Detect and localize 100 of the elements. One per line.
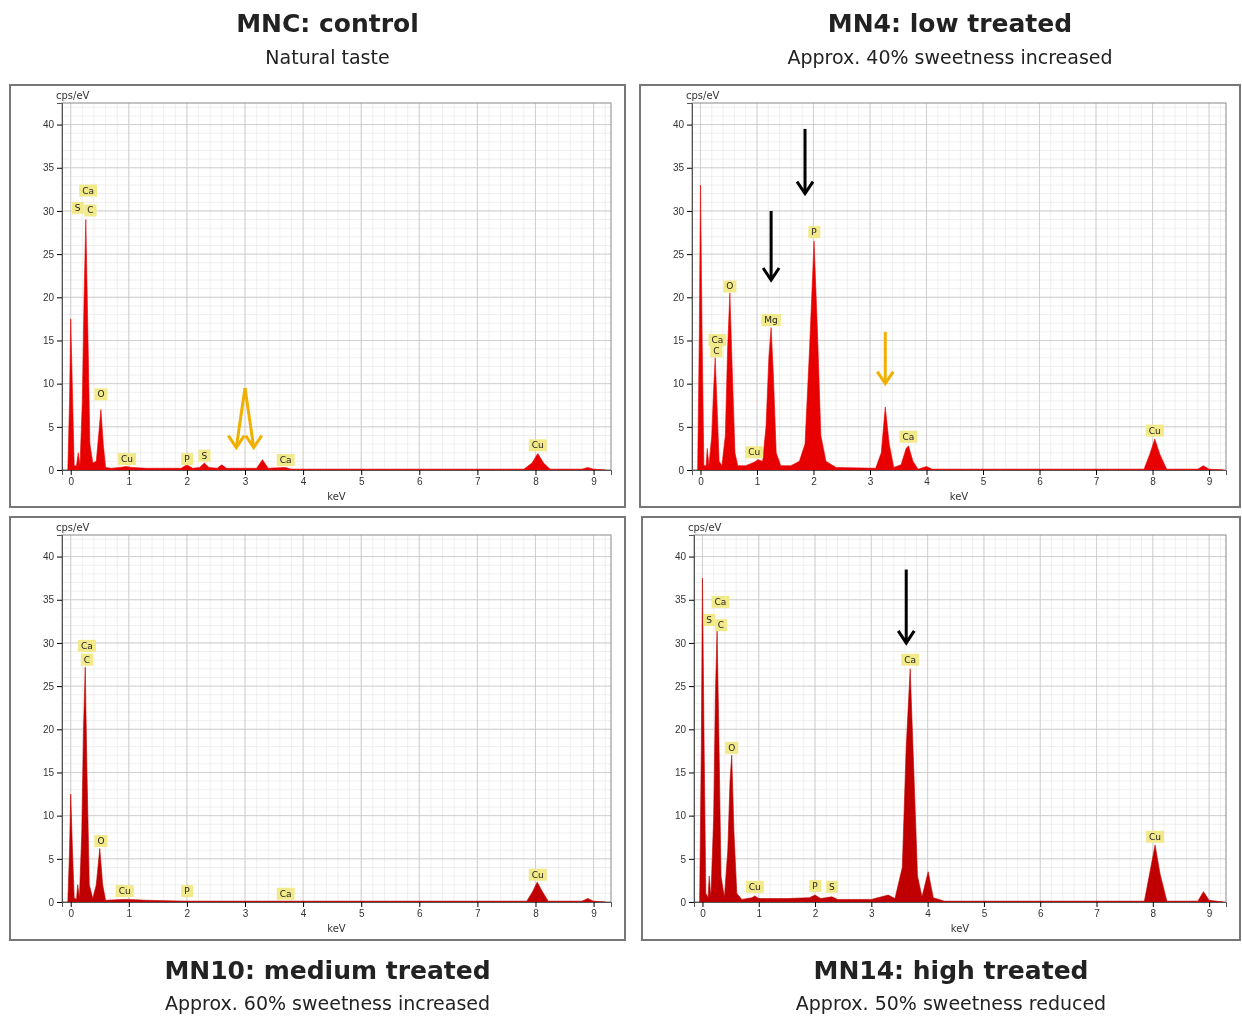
x-tick-label: 6 [1037,908,1044,920]
x-tick-label: 4 [925,908,932,920]
annotation: Cu [531,869,544,880]
x-axis-title: keV [949,491,969,502]
y-tick-label: 35 [42,594,55,606]
annotation: Cu [121,454,134,465]
chart-subtitle: Natural taste [265,45,390,68]
y-axis-title: cps/eV [686,90,720,101]
annotation: Mg [764,315,778,326]
x-tick-label: 9 [591,908,598,920]
x-tick-label: 7 [475,476,482,488]
y-tick-label: 30 [42,205,55,217]
y-tick-label: 10 [42,810,55,822]
y-tick-label: 20 [674,723,687,735]
y-tick-label: 10 [674,810,687,822]
y-tick-label: 25 [674,680,687,692]
y-tick-label: 25 [672,248,685,260]
x-tick-label: 9 [591,476,598,488]
x-tick-label: 7 [475,908,482,920]
annotation: Ca [279,888,292,899]
x-tick-label: 4 [300,476,307,488]
x-tick-label: 0 [68,908,75,920]
y-axis-title: cps/eV [56,522,90,533]
x-tick-label: 8 [1150,476,1157,488]
annotation: O [728,742,736,753]
x-tick-label: 0 [68,476,75,488]
annotation: Ca [81,640,93,651]
x-tick-label: 1 [756,908,763,920]
y-tick-label: 40 [42,551,55,563]
chart-title: MNC: control [236,9,419,38]
annotation: Cu [1149,831,1162,842]
y-tick-label: 40 [674,551,687,563]
y-tick-label: 10 [672,378,685,390]
y-tick-label: 15 [674,767,687,779]
annotation: Cu [1148,425,1161,436]
x-tick-label: 8 [1150,908,1157,920]
y-tick-label: 5 [48,853,55,865]
x-tick-label: 6 [417,476,423,488]
text: Approx. 60% sweetness increased [164,991,491,1014]
annotation: O [97,836,105,847]
x-tick-label: 0 [700,908,707,920]
x-tick-label: 0 [698,476,705,488]
y-tick-label: 5 [680,853,687,865]
y-tick-label: 5 [678,421,685,433]
y-tick-label: 30 [674,637,687,649]
x-tick-label: 5 [981,908,988,920]
x-tick-label: 3 [242,908,249,920]
y-tick-label: 25 [42,248,55,260]
y-tick-label: 35 [672,162,685,174]
x-axis-title: keV [327,923,346,934]
x-tick-label: 2 [812,908,819,920]
x-tick-label: 5 [358,476,365,488]
annotation: P [184,454,191,465]
x-tick-label: 3 [242,476,249,488]
x-tick-label: 5 [980,476,987,488]
annotation: S [201,450,208,461]
y-tick-label: 15 [42,767,55,779]
y-tick-label: 40 [42,119,55,131]
y-tick-label: 0 [48,464,55,476]
annotation: C [713,346,720,357]
text: Approx. 50% sweetness reduced [795,991,1107,1014]
x-tick-label: 3 [869,908,876,920]
annotation: Cu [748,447,761,458]
y-tick-label: 35 [674,594,687,606]
x-tick-label: 4 [924,476,931,488]
y-tick-label: 20 [672,291,685,303]
x-tick-label: 5 [358,908,365,920]
y-tick-label: 10 [42,378,55,390]
y-tick-label: 0 [48,896,55,908]
annotation: Ca [711,334,724,345]
annotation: S [706,614,713,625]
y-tick-label: 0 [680,896,687,908]
y-tick-label: 20 [42,291,55,303]
x-tick-label: 7 [1094,908,1101,920]
x-tick-label: 2 [811,476,818,488]
annotation: S [74,202,81,213]
y-axis-title: cps/eV [688,522,722,533]
x-tick-label: 7 [1093,476,1100,488]
annotation: C [83,654,91,665]
annotation: O [726,281,734,292]
y-tick-label: 20 [42,723,55,735]
annotation: Ca [714,596,727,607]
y-axis-title: cps/eV [56,90,90,101]
x-tick-label: 3 [867,476,874,488]
x-tick-label: 1 [754,476,761,488]
annotation: Cu [531,440,544,451]
y-tick-label: 25 [42,680,55,692]
chart-subtitle: Approx. 40% sweetness increased [787,45,1113,68]
x-tick-label: 8 [533,476,540,488]
annotation: Ca [902,431,915,442]
y-tick-label: 40 [672,119,685,131]
x-tick-label: 2 [184,908,191,920]
annotation: P [812,880,819,891]
y-tick-label: 30 [672,205,685,217]
text: MN10: medium treated [164,956,491,985]
x-tick-label: 2 [184,476,191,488]
y-tick-label: 15 [42,335,55,347]
annotation: Cu [748,881,761,892]
annotation: C [717,620,725,631]
y-tick-label: 35 [42,162,55,174]
